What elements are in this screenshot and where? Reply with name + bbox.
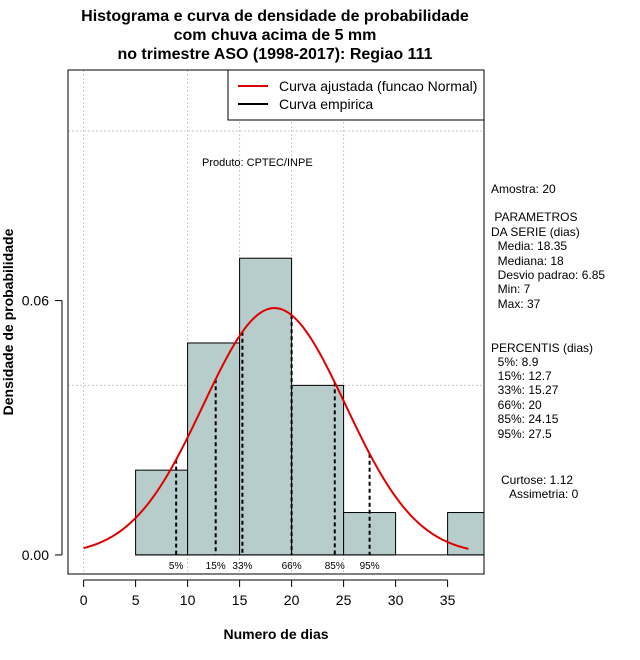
x-tick-label: 0 <box>80 592 88 608</box>
percentile-5: 5%: 8.9 <box>491 355 539 369</box>
percentile-85: 85%: 24.15 <box>491 412 559 426</box>
percentile-33: 33%: 15.27 <box>491 383 559 397</box>
param-median: Mediana: 18 <box>491 254 564 268</box>
percentile-label-95: 95% <box>360 561 380 572</box>
chart-title-line-1: Histograma e curva de densidade de proba… <box>81 8 469 25</box>
percentile-lines <box>175 315 371 555</box>
normal-curve-line <box>83 307 469 550</box>
histogram-bar <box>239 257 293 556</box>
percentile-label-5: 5% <box>169 561 184 572</box>
param-min: Min: 7 <box>491 282 531 296</box>
percentile-label-33: 33% <box>232 561 252 572</box>
legend-label-normal: Curva ajustada (funcao Normal) <box>279 78 477 94</box>
param-mean: Media: 18.35 <box>491 239 567 253</box>
percentile-66: 66%: 20 <box>491 398 542 412</box>
percentile-95: 95%: 27.5 <box>491 427 552 441</box>
y-tick-label: 0.00 <box>22 547 49 563</box>
percentile-label-15: 15% <box>206 561 226 572</box>
histogram-bar <box>187 342 241 556</box>
chart-title-line-2: com chuva acima de 5 mm <box>174 27 377 44</box>
x-axis: 0 5 10 15 20 25 30 35 <box>80 579 456 608</box>
x-tick-label: 5 <box>132 592 140 608</box>
param-std-dev: Desvio padrao: 6.85 <box>491 268 605 282</box>
skewness: Assimetria: 0 <box>509 487 579 501</box>
stats-panel: Amostra: 20 PARAMETROS DA SERIE (dias) M… <box>491 182 605 501</box>
histogram-bar <box>291 384 345 556</box>
y-axis-title: Densidade de probabilidade <box>0 228 16 415</box>
percentile-15: 15%: 12.7 <box>491 369 552 383</box>
x-tick-label: 10 <box>180 592 196 608</box>
param-max: Max: 37 <box>491 297 541 311</box>
x-tick-label: 20 <box>284 592 300 608</box>
percentile-label-85: 85% <box>325 561 345 572</box>
percentile-label-66: 66% <box>282 561 302 572</box>
percentile-labels: 5% 15% 33% 66% 85% 95% <box>169 561 380 572</box>
legend: Curva ajustada (funcao Normal) Curva emp… <box>227 69 485 121</box>
x-tick-label: 25 <box>336 592 352 608</box>
x-tick-label: 35 <box>440 592 456 608</box>
product-annotation: Produto: CPTEC/INPE <box>202 157 313 169</box>
legend-label-empirical: Curva empirica <box>279 96 373 112</box>
parameters-title: PARAMETROS <box>491 210 577 224</box>
x-tick-label: 30 <box>388 592 404 608</box>
percentiles-title: PERCENTIS (dias) <box>491 341 593 355</box>
x-axis-title: Numero de dias <box>223 626 328 642</box>
y-tick-label: 0.06 <box>22 293 49 309</box>
chart-title-line-3: no trimestre ASO (1998-2017): Regiao 111 <box>117 46 432 63</box>
sample-size: Amostra: 20 <box>491 182 556 196</box>
legend-box <box>227 69 485 121</box>
y-axis: 0.00 0.06 <box>22 293 63 563</box>
x-tick-label: 15 <box>232 592 248 608</box>
histogram-bar <box>135 469 189 556</box>
kurtosis: Curtose: 1.12 <box>501 473 573 487</box>
parameters-subtitle: DA SERIE (dias) <box>491 225 580 239</box>
